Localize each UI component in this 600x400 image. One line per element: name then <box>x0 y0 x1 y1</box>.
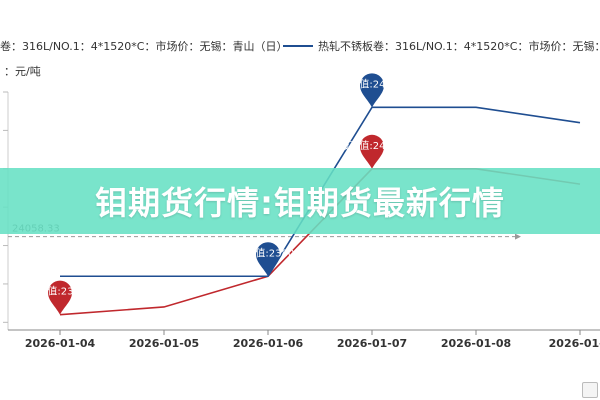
chart-legend: 卷：316L/NO.1：4*1520*C：市场价：无锡：青山（日） 热轧不锈板卷… <box>0 39 600 53</box>
legend-label-series-2: 热轧不锈板卷：316L/NO.1：4*1520*C：市场价：无锡：山西 <box>318 39 600 53</box>
extreme-marker: 最高值:24500 <box>339 134 405 169</box>
x-tick-label: 2026-01-07 <box>337 337 407 350</box>
extreme-marker: 最低值:23800 <box>235 242 301 277</box>
extreme-markers: 最低值:23550 最高值:24500 最低值:23800 最高值:24900 <box>27 73 405 315</box>
average-line-arrow <box>515 233 521 240</box>
watermark-icon <box>582 382 598 398</box>
extreme-marker-label: 最低值:23550 <box>27 285 92 298</box>
y-axis-unit-label: ：元/吨 <box>4 65 41 78</box>
map-pin-icon <box>48 280 72 315</box>
x-tick-label: 2026-01-05 <box>129 337 199 350</box>
page-title: 钼期货行情:钼期货最新行情 <box>95 184 505 222</box>
extreme-marker: 最高值:24900 <box>339 73 405 108</box>
x-tick-label: 2026-01-06 <box>233 337 304 350</box>
x-tick-label: 2026-01-0 <box>549 337 600 350</box>
extreme-marker-label: 最高值:24500 <box>339 139 404 152</box>
extreme-marker: 最低值:23550 <box>27 280 93 315</box>
legend-label-series-1: 卷：316L/NO.1：4*1520*C：市场价：无锡：青山（日） <box>0 39 287 53</box>
extreme-marker-label: 最高值:24900 <box>339 77 404 90</box>
x-tick-label: 2026-01-04 <box>25 337 96 350</box>
map-pin-icon <box>360 134 384 169</box>
map-pin-icon <box>360 73 384 108</box>
x-tick-label: 2026-01-08 <box>441 337 511 350</box>
title-banner: 钼期货行情:钼期货最新行情 <box>0 168 600 234</box>
map-pin-icon <box>256 242 280 277</box>
extreme-marker-label: 最低值:23800 <box>235 246 300 259</box>
x-axis-ticks: 2026-01-04 2026-01-05 2026-01-06 2026-01-07… <box>25 330 600 350</box>
